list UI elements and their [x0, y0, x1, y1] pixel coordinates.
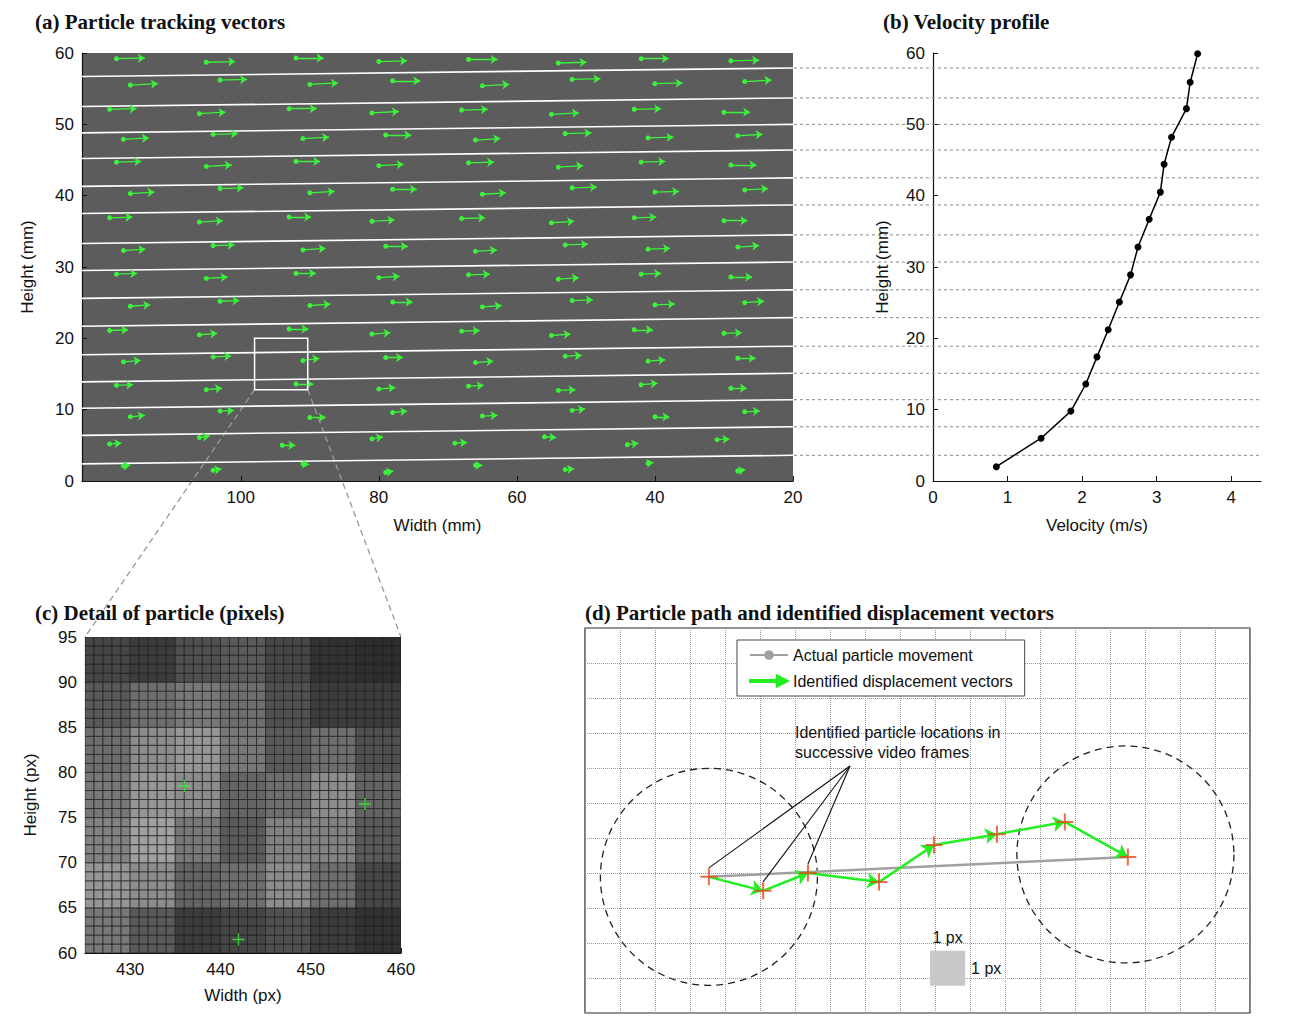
svg-text:80: 80 — [369, 488, 388, 507]
svg-text:85: 85 — [58, 718, 77, 737]
svg-text:Actual particle movement: Actual particle movement — [793, 647, 973, 664]
svg-text:30: 30 — [906, 258, 925, 277]
svg-text:430: 430 — [116, 960, 144, 979]
svg-text:60: 60 — [55, 44, 74, 63]
svg-text:Identified displacement vector: Identified displacement vectors — [793, 673, 1013, 690]
svg-text:successive video frames: successive video frames — [795, 744, 969, 761]
svg-text:95: 95 — [58, 628, 77, 647]
svg-text:(c): (c) — [35, 601, 58, 625]
svg-text:450: 450 — [297, 960, 325, 979]
svg-text:4: 4 — [1226, 488, 1235, 507]
svg-text:Particle tracking vectors: Particle tracking vectors — [59, 10, 285, 34]
svg-text:65: 65 — [58, 898, 77, 917]
svg-text:0: 0 — [916, 472, 925, 491]
svg-text:Height (mm): Height (mm) — [873, 220, 892, 314]
svg-text:90: 90 — [58, 673, 77, 692]
svg-text:20: 20 — [906, 329, 925, 348]
svg-text:0: 0 — [65, 472, 74, 491]
svg-text:(b): (b) — [883, 10, 909, 34]
svg-text:80: 80 — [58, 763, 77, 782]
svg-text:1: 1 — [1003, 488, 1012, 507]
svg-text:60: 60 — [58, 944, 77, 963]
svg-text:40: 40 — [55, 186, 74, 205]
svg-text:50: 50 — [906, 114, 925, 134]
svg-text:1 px: 1 px — [971, 960, 1001, 977]
svg-text:40: 40 — [645, 488, 664, 507]
svg-text:20: 20 — [784, 488, 803, 507]
svg-text:Detail of particle (pixels): Detail of particle (pixels) — [58, 601, 284, 625]
svg-text:60: 60 — [906, 44, 925, 63]
svg-text:460: 460 — [387, 960, 415, 979]
svg-text:60: 60 — [507, 488, 526, 507]
svg-text:Height (mm): Height (mm) — [18, 220, 37, 314]
svg-text:2: 2 — [1077, 488, 1086, 507]
svg-text:Identified particle locations: Identified particle locations in — [795, 724, 1005, 741]
svg-text:(a): (a) — [35, 10, 60, 34]
svg-text:(d): (d) — [585, 601, 611, 625]
svg-text:75: 75 — [58, 808, 77, 827]
svg-text:Particle path and identified d: Particle path and identified displacemen… — [611, 601, 1054, 625]
svg-text:50: 50 — [55, 115, 74, 134]
svg-text:Width (mm): Width (mm) — [394, 516, 482, 535]
svg-text:Width (px): Width (px) — [204, 986, 281, 1005]
svg-text:40: 40 — [906, 186, 925, 205]
svg-text:3: 3 — [1152, 488, 1161, 507]
svg-text:100: 100 — [227, 488, 255, 507]
svg-text:30: 30 — [55, 258, 74, 277]
svg-text:1 px: 1 px — [932, 929, 962, 946]
svg-text:10: 10 — [906, 400, 925, 419]
svg-text:Height (px): Height (px) — [21, 753, 40, 836]
svg-text:70: 70 — [58, 853, 77, 872]
svg-text:Velocity profile: Velocity profile — [909, 10, 1050, 34]
svg-text:10: 10 — [55, 400, 74, 419]
svg-text:440: 440 — [206, 960, 234, 979]
svg-text:Velocity (m/s): Velocity (m/s) — [1046, 516, 1148, 535]
svg-text:20: 20 — [55, 329, 74, 348]
svg-text:0: 0 — [928, 488, 937, 507]
